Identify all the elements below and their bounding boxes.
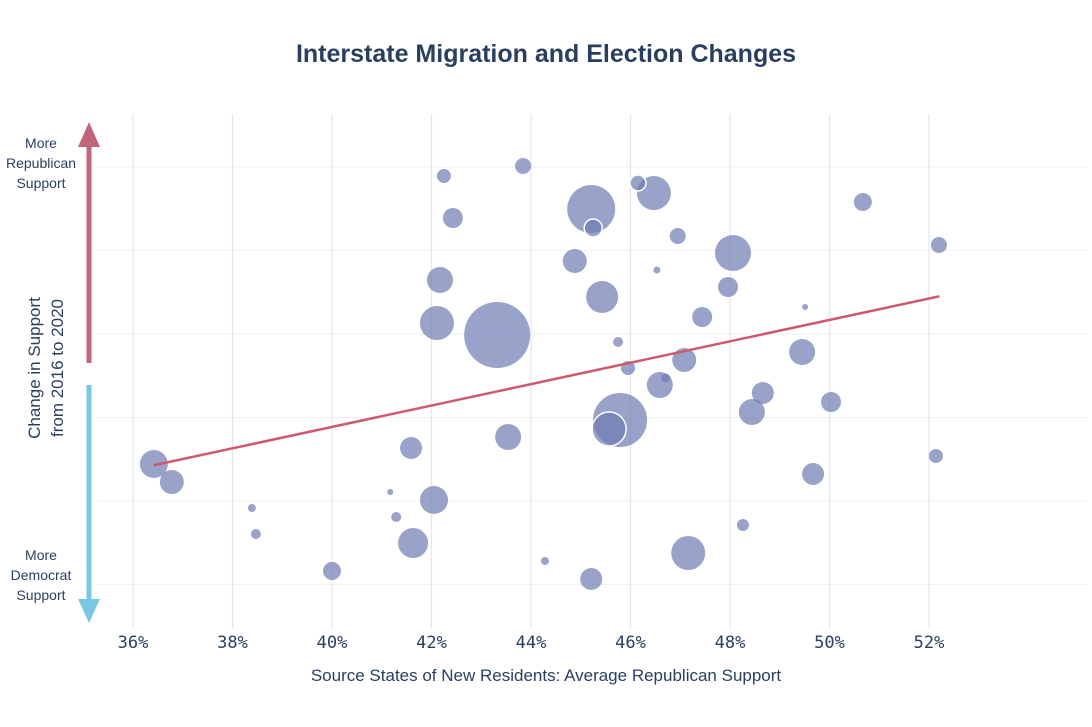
x-tick-label: 40% bbox=[316, 633, 348, 653]
data-bubble[interactable] bbox=[323, 562, 341, 580]
data-bubble[interactable] bbox=[853, 193, 872, 211]
data-bubble[interactable] bbox=[247, 504, 256, 512]
data-bubble[interactable] bbox=[426, 267, 453, 293]
data-bubble[interactable] bbox=[400, 437, 423, 459]
data-bubble[interactable] bbox=[159, 470, 184, 494]
data-bubble[interactable] bbox=[419, 306, 454, 340]
data-bubble[interactable] bbox=[250, 529, 261, 539]
data-bubble[interactable] bbox=[139, 450, 168, 478]
data-bubble[interactable] bbox=[802, 463, 825, 485]
x-axis-title: Source States of New Residents: Average … bbox=[310, 666, 782, 685]
x-tick-label: 52% bbox=[913, 633, 945, 653]
data-bubble[interactable] bbox=[583, 218, 603, 238]
data-bubble[interactable] bbox=[464, 302, 531, 368]
trend-line bbox=[153, 295, 940, 467]
data-bubble[interactable] bbox=[692, 307, 713, 327]
x-tick-label: 42% bbox=[416, 633, 447, 653]
data-bubble[interactable] bbox=[738, 399, 765, 425]
data-bubble[interactable] bbox=[387, 489, 394, 495]
data-bubble[interactable] bbox=[672, 348, 697, 372]
chart-title: Interstate Migration and Election Change… bbox=[295, 40, 797, 68]
data-bubble[interactable] bbox=[562, 249, 587, 273]
data-bubble[interactable] bbox=[671, 536, 706, 570]
data-bubble[interactable] bbox=[436, 169, 451, 183]
x-tick-label: 44% bbox=[515, 633, 547, 653]
data-bubble[interactable] bbox=[613, 337, 624, 347]
data-bubble[interactable] bbox=[928, 449, 943, 463]
data-bubble[interactable] bbox=[398, 528, 429, 558]
data-bubble[interactable] bbox=[714, 235, 751, 271]
up-arrow-shaft bbox=[86, 145, 92, 363]
x-tick-label: 48% bbox=[714, 633, 746, 653]
x-tick-label: 36% bbox=[117, 633, 149, 653]
data-bubble[interactable] bbox=[586, 281, 619, 313]
data-bubble[interactable] bbox=[419, 486, 448, 514]
data-bubble[interactable] bbox=[661, 373, 671, 383]
data-bubble[interactable] bbox=[718, 277, 739, 297]
data-bubble[interactable] bbox=[391, 512, 402, 522]
data-bubble[interactable] bbox=[751, 382, 774, 404]
more-democrat-label: More Democrat Support bbox=[10, 547, 72, 603]
data-bubble[interactable] bbox=[930, 237, 947, 253]
data-bubble[interactable] bbox=[820, 392, 841, 412]
up-arrow-head bbox=[78, 122, 100, 147]
data-bubble[interactable] bbox=[669, 228, 686, 244]
more-republican-label: More Republican Support bbox=[5, 135, 77, 191]
x-axis-ticks: 36% 38% 40% 42% 44% 46% 48% 50% 52% bbox=[0, 633, 1092, 655]
down-arrow-head bbox=[78, 599, 100, 623]
data-bubble[interactable] bbox=[580, 568, 603, 590]
x-tick-label: 38% bbox=[217, 633, 248, 653]
data-bubble[interactable] bbox=[736, 519, 749, 531]
data-bubble[interactable] bbox=[567, 185, 616, 233]
data-bubble[interactable] bbox=[515, 158, 532, 174]
data-bubble[interactable] bbox=[789, 339, 816, 365]
down-arrow-shaft bbox=[86, 385, 92, 601]
data-bubble[interactable] bbox=[495, 424, 522, 450]
data-bubble[interactable] bbox=[540, 557, 549, 565]
data-bubble[interactable] bbox=[629, 174, 647, 192]
data-bubble[interactable] bbox=[653, 266, 661, 274]
data-bubble[interactable] bbox=[442, 208, 463, 228]
x-tick-label: 50% bbox=[814, 633, 845, 653]
data-bubble[interactable] bbox=[802, 304, 809, 310]
data-bubble[interactable] bbox=[591, 411, 627, 447]
x-tick-label: 46% bbox=[615, 633, 646, 653]
